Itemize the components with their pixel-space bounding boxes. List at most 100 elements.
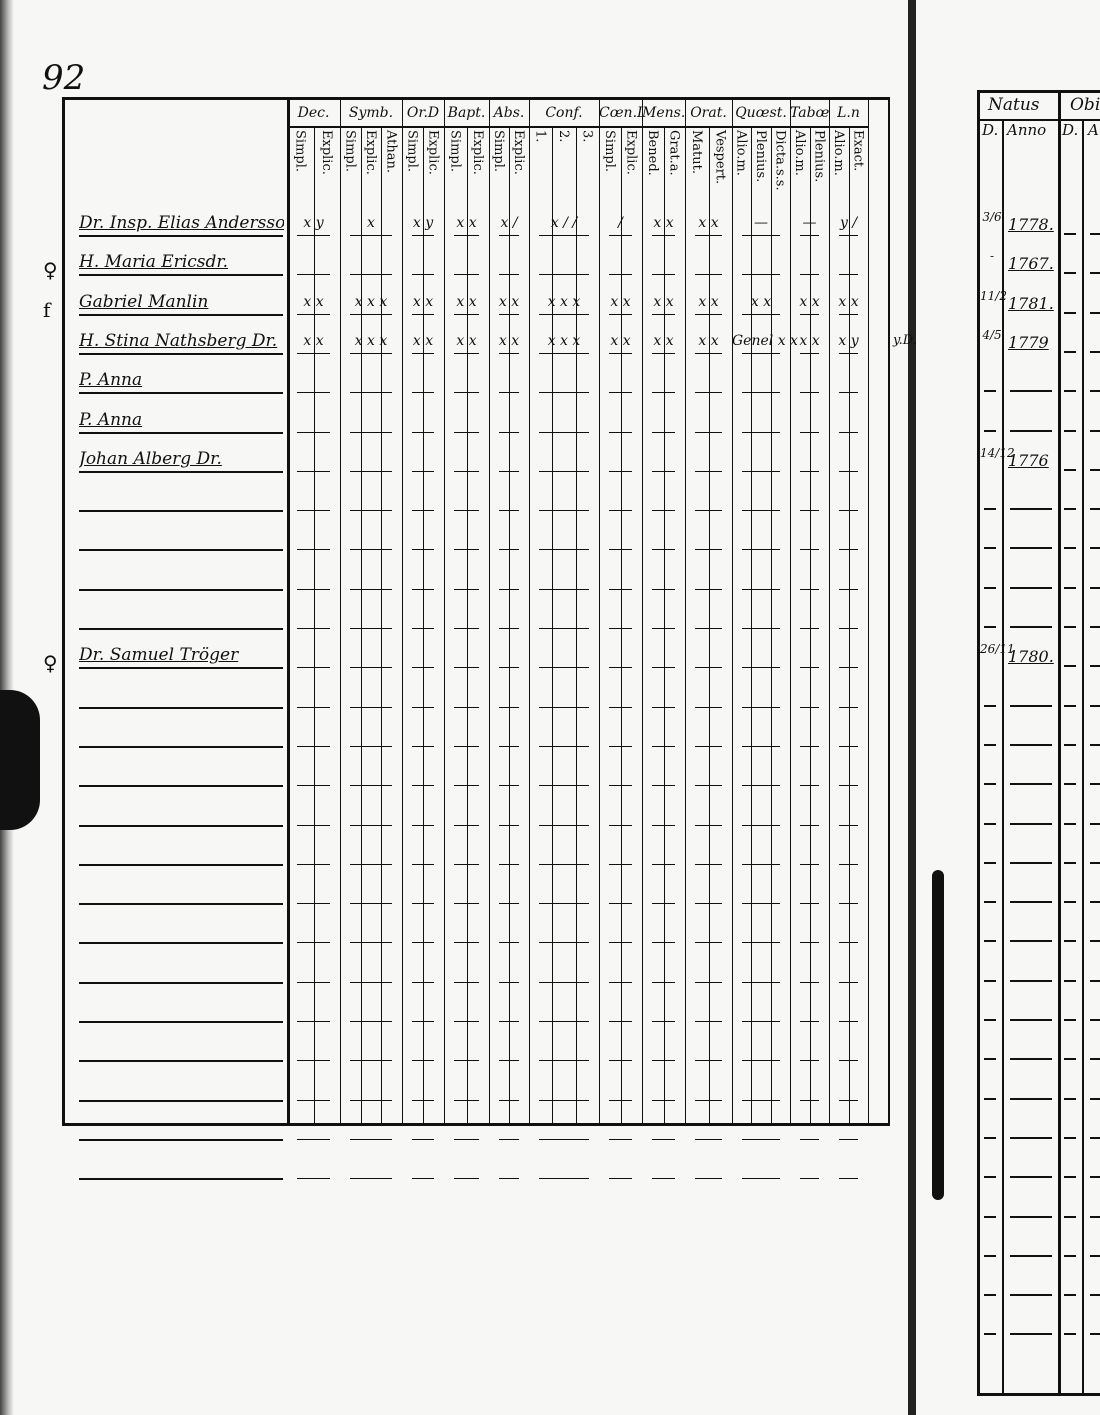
cell-dash [609, 942, 632, 944]
cell-dash [742, 1099, 780, 1101]
subcolumn-header: Alio.m. [732, 128, 753, 206]
column-divider [529, 100, 530, 1123]
cell-dash [695, 392, 722, 394]
obit-divider-day [1082, 119, 1084, 1393]
name-underline [79, 863, 283, 866]
cell-dash [499, 235, 519, 236]
exam-mark: x x [799, 293, 820, 310]
cell-dash [454, 313, 479, 315]
cell-dash [350, 392, 392, 394]
cell-dash [800, 274, 819, 276]
cell-dash [839, 785, 858, 787]
cell-dash [454, 1021, 479, 1022]
cell-dash [297, 667, 330, 669]
cell-dash [1064, 233, 1076, 235]
cell-dash [1064, 272, 1076, 275]
subcolumn-divider [770, 206, 772, 1123]
cell-dash [539, 942, 589, 944]
birth-year: 1767. [1008, 254, 1054, 274]
cell-dash [984, 1176, 996, 1179]
name-underline [79, 706, 283, 709]
cell-dash [350, 745, 392, 747]
subcolumn-header: Vespert. [709, 128, 733, 206]
cell-dash [984, 743, 996, 746]
cell-dash [539, 313, 589, 315]
cell-dash [297, 903, 330, 905]
cell-dash [695, 903, 722, 905]
column-divider [340, 100, 341, 1123]
cell-dash [297, 235, 330, 236]
cell-dash [984, 1333, 996, 1336]
cell-dash [742, 667, 780, 669]
subcolumn-header: Explic. [314, 128, 341, 206]
cell-dash [454, 392, 479, 394]
subcolumn-label: Plenius. [752, 130, 768, 183]
cell-dash [350, 1178, 392, 1180]
cell-dash [1010, 979, 1052, 982]
cell-dash [695, 549, 722, 551]
name-column-divider [287, 100, 290, 1123]
column-header: Symb. [340, 100, 403, 128]
column-divider [444, 100, 445, 1123]
cell-dash [652, 274, 675, 276]
cell-dash [1064, 822, 1076, 825]
cell-dash [839, 745, 858, 747]
cell-dash [499, 1178, 519, 1180]
cell-dash [1064, 1058, 1076, 1061]
cell-dash [454, 549, 479, 551]
column-divider [599, 100, 600, 1123]
cell-dash [800, 392, 819, 394]
subcolumn-label: 3. [579, 130, 595, 143]
cell-dash [695, 510, 722, 512]
cell-dash [652, 313, 675, 315]
exam-mark: x x [412, 332, 434, 349]
cell-dash [1064, 508, 1076, 511]
cell-dash [297, 1021, 330, 1022]
subcolumn-header: Explic. [361, 128, 383, 206]
cell-dash [609, 392, 632, 394]
column-header: Bapt. [444, 100, 490, 128]
cell-dash [695, 1021, 722, 1022]
subcolumn-label: Simpl. [292, 130, 308, 173]
cell-dash [454, 981, 479, 983]
exam-mark: / [618, 215, 623, 231]
cell-dash [652, 628, 675, 629]
cell-dash [350, 981, 392, 983]
cell-dash [499, 470, 519, 472]
cell-dash [350, 588, 392, 590]
cell-dash [695, 1099, 722, 1101]
cell-dash [984, 940, 996, 943]
cell-dash [454, 745, 479, 747]
cell-dash [984, 1019, 996, 1021]
cell-dash [499, 274, 519, 276]
name-underline [79, 785, 283, 788]
column-header: Quœst. [732, 100, 791, 128]
subcolumn-label: Alio.m. [733, 130, 749, 176]
col-year: Anno [1007, 121, 1047, 139]
cell-dash [652, 470, 675, 472]
cell-dash [454, 431, 479, 433]
cell-dash [984, 626, 996, 628]
cell-dash [1090, 783, 1100, 786]
cell-dash [539, 706, 589, 708]
column-divider [732, 100, 733, 1123]
cell-dash [800, 745, 819, 747]
cell-dash [742, 313, 780, 315]
cell-dash [539, 470, 589, 472]
cell-dash [1064, 350, 1076, 353]
cell-dash [800, 588, 819, 590]
exam-mark: x y [303, 215, 324, 231]
cell-dash [984, 704, 996, 707]
cell-dash [499, 628, 519, 629]
cell-dash [1010, 626, 1052, 628]
cell-dash [984, 1215, 996, 1218]
cell-dash [609, 667, 632, 669]
cell-dash [1090, 468, 1100, 471]
cell-dash [454, 824, 479, 826]
birth-table: Natus Obi D. Anno D. A 3/6 1778. -1767. 11/2 1781.… [977, 90, 1100, 1396]
cell-dash [742, 392, 780, 394]
cell-dash [454, 863, 479, 865]
cell-dash [1064, 429, 1076, 432]
cell-dash [499, 706, 519, 708]
cell-dash [800, 313, 819, 315]
